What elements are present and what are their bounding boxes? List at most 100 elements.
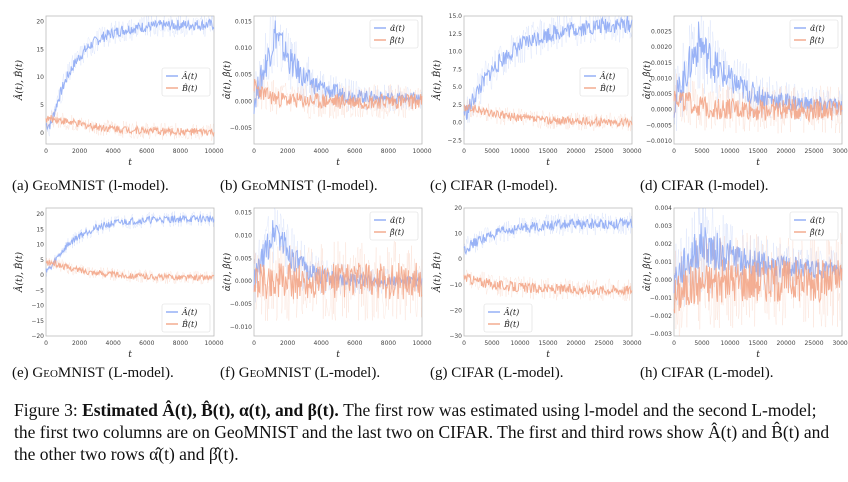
y-tick-label: 0.015 — [235, 18, 252, 25]
x-tick-label: 30000 — [622, 340, 641, 347]
subcaption-model: (l-model). — [704, 178, 769, 194]
legend-label: α̂(t) — [810, 216, 825, 225]
x-tick-label: 0 — [44, 148, 48, 155]
subcaption-label: (a) — [12, 178, 33, 194]
y-tick-label: 0.000 — [655, 277, 672, 284]
caption-body: The first row was estimated using l-mode… — [14, 400, 830, 464]
subcaption-dataset: CIFAR — [661, 178, 705, 194]
subcaption-dataset: CIFAR — [661, 365, 705, 381]
y-tick-label: 0.010 — [235, 232, 252, 239]
y-tick-label: −15 — [31, 318, 44, 325]
subcaption-dataset: GeoMNIST — [32, 178, 105, 194]
y-tick-label: 20 — [36, 19, 44, 26]
caption-title: Estimated Â(t), B̂(t), α(t), and β(t). — [82, 400, 339, 420]
subcaption-model: (l-model). — [104, 178, 169, 194]
legend-label: α̂(t) — [390, 24, 405, 33]
x-tick-label: 0 — [462, 148, 466, 155]
y-tick-label: −0.003 — [650, 331, 672, 338]
x-tick-label: 25000 — [804, 340, 823, 347]
series-line-1 — [253, 78, 423, 111]
y-tick-label: −2.5 — [447, 137, 462, 144]
y-tick-label: 0.0 — [452, 120, 462, 127]
x-tick-label: 10000 — [510, 340, 529, 347]
subcaption-h: (h) CIFAR (L-model). — [640, 365, 773, 382]
legend-label: α̂(t) — [390, 216, 405, 225]
y-tick-label: −0.005 — [230, 301, 252, 308]
y-tick-label: 10 — [36, 242, 44, 249]
y-tick-label: 12.5 — [449, 31, 463, 38]
y-tick-label: 0.000 — [235, 278, 252, 285]
x-tick-label: 30000 — [832, 148, 848, 155]
subcaption-f: (f) GeoMNIST (L-model). — [220, 365, 380, 382]
x-tick-label: 8000 — [173, 340, 188, 347]
legend: Â(t) B̂(t) — [161, 303, 211, 333]
x-tick-label: 4000 — [314, 148, 329, 155]
x-tick-label: 30000 — [832, 340, 848, 347]
x-axis-label: t — [128, 158, 132, 168]
chart-e: 0 2000 4000 6000 8000 10000 20 15 10 5 0 −5 −10 −15 −2… — [13, 207, 224, 360]
chart-h: 0 5000 10000 15000 20000 25000 30000 0.004 0.003… — [642, 205, 848, 360]
y-axis-label: Â(t), B̂(t) — [431, 251, 443, 293]
x-tick-label: 2000 — [72, 148, 87, 155]
legend-label: B̂(t) — [599, 84, 615, 93]
y-tick-label: 0 — [40, 130, 44, 137]
subcaption-label: (h) — [640, 365, 662, 381]
y-tick-label: −20 — [31, 333, 44, 340]
x-tick-label: 25000 — [594, 148, 613, 155]
y-tick-label: −20 — [449, 307, 462, 314]
x-tick-label: 6000 — [139, 340, 154, 347]
y-tick-label: −0.002 — [650, 313, 672, 320]
y-axis-label: α̂(t), β̂(t) — [222, 60, 233, 99]
x-tick-label: 20000 — [566, 340, 585, 347]
y-tick-label: 5 — [40, 102, 44, 109]
x-tick-label: 0 — [672, 340, 676, 347]
subcaption-g: (g) CIFAR (L-model). — [430, 365, 563, 382]
y-tick-label: 0.005 — [235, 255, 252, 262]
panel-c: 0 5000 10000 15000 20000 25000 30000 15.0 12.5 10… — [431, 8, 642, 198]
y-tick-label: 0.015 — [235, 210, 252, 217]
y-tick-label: 0.000 — [235, 98, 252, 105]
x-tick-label: 10000 — [720, 340, 739, 347]
y-tick-label: 15.0 — [449, 13, 463, 20]
panel-g: 0 5000 10000 15000 20000 25000 30000 20 10 0 −10 −2… — [431, 200, 642, 390]
y-tick-label: 0.0010 — [651, 75, 672, 82]
y-tick-label: 20 — [454, 205, 462, 212]
series-line-1 — [253, 262, 423, 300]
legend-label: β̂(t) — [809, 228, 824, 237]
legend-label: Â(t) — [503, 308, 519, 317]
y-tick-label: 0.002 — [655, 241, 672, 248]
subcaption-model: (L-model). — [494, 365, 564, 381]
legend: Â(t) B̂(t) — [161, 67, 211, 97]
x-tick-label: 10000 — [412, 148, 431, 155]
x-tick-label: 6000 — [347, 148, 362, 155]
legend-label: β̂(t) — [809, 36, 824, 45]
subcaption-dataset: GeoMNIST — [238, 365, 311, 381]
series-line-1 — [463, 104, 633, 129]
chart-b: 0 2000 4000 6000 8000 10000 0.015 0.010 0.005 0.0… — [222, 15, 432, 168]
x-tick-label: 25000 — [594, 340, 613, 347]
series-line-1 — [45, 259, 215, 282]
y-tick-label: 0.004 — [655, 205, 672, 212]
x-axis-label: t — [546, 350, 550, 360]
legend: α̂(t) β̂(t) — [369, 19, 419, 49]
panel-h: 0 5000 10000 15000 20000 25000 30000 0.004 0.003… — [642, 200, 848, 390]
y-axis-label: α̂(t), β̂(t) — [642, 60, 653, 99]
x-tick-label: 5000 — [484, 148, 499, 155]
x-tick-label: 5000 — [694, 148, 709, 155]
x-axis-label: t — [756, 350, 760, 360]
y-tick-label: 2.5 — [452, 102, 462, 109]
x-tick-label: 4000 — [106, 148, 121, 155]
subcaption-model: (L-model). — [104, 365, 174, 381]
x-axis-label: t — [128, 350, 132, 360]
x-tick-label: 0 — [44, 340, 48, 347]
series-noise-0 — [253, 207, 423, 303]
y-tick-label: 0 — [458, 256, 462, 263]
x-tick-label: 5000 — [694, 340, 709, 347]
x-tick-label: 0 — [252, 148, 256, 155]
series-line-0 — [673, 222, 843, 294]
panel-a: 0 2000 4000 6000 8000 10000 20 15 10 5 0 t Â(t), B̂(… — [13, 8, 224, 198]
y-tick-label: 10 — [36, 74, 44, 81]
y-tick-label: −10 — [449, 282, 462, 289]
legend-label: Â(t) — [599, 72, 615, 81]
y-tick-label: 15 — [36, 46, 44, 53]
